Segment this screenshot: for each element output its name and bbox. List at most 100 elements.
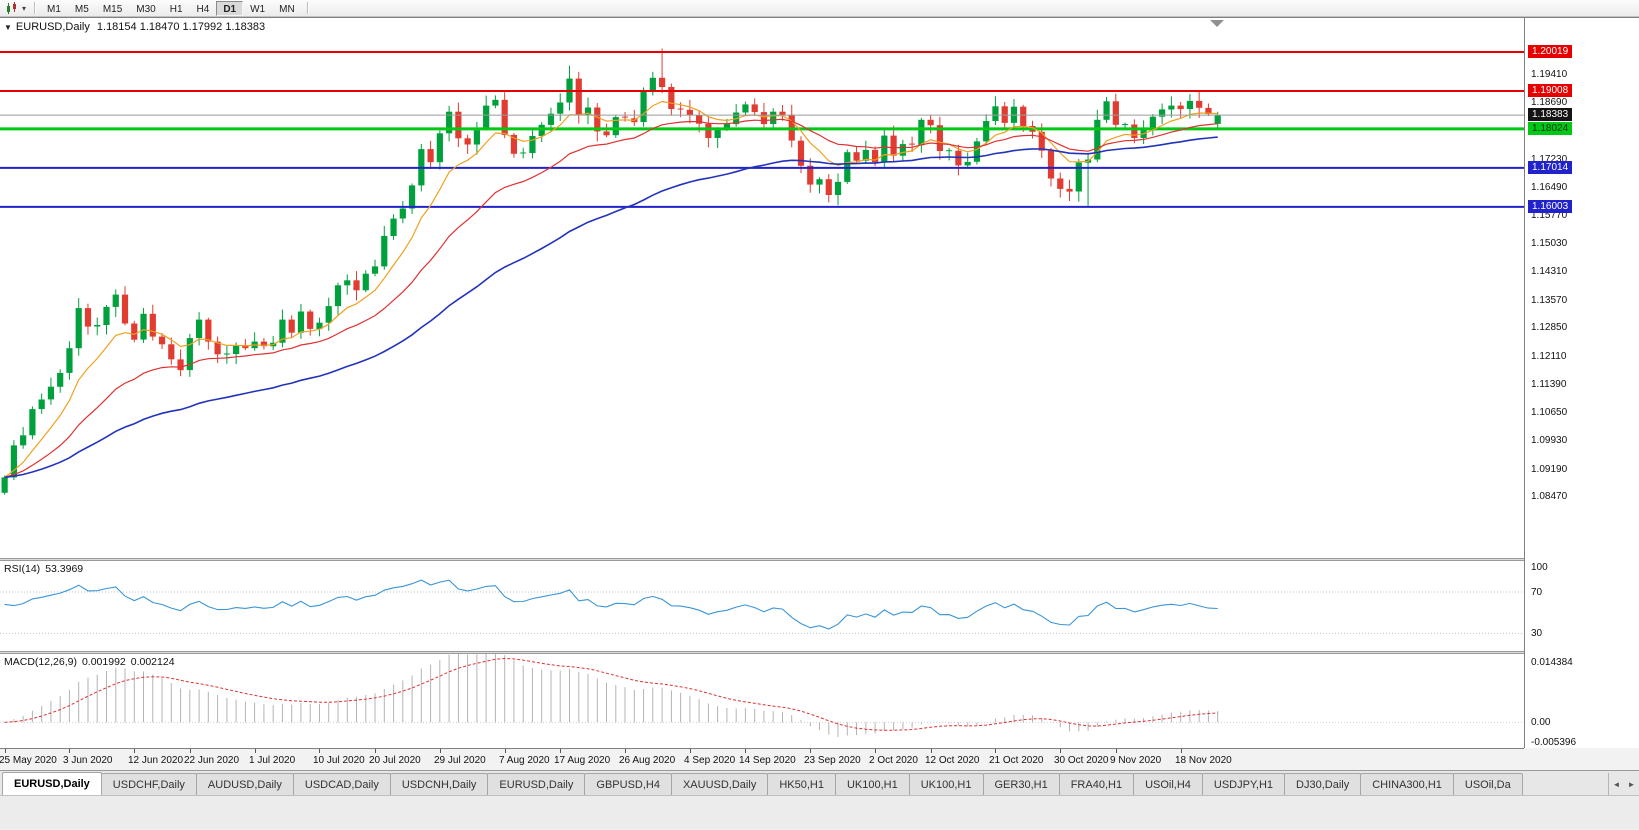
macd-name: MACD(12,26,9) xyxy=(4,656,77,668)
tab-scroll-right-icon[interactable]: ► xyxy=(1627,779,1636,789)
time-axis-tick xyxy=(255,749,256,753)
chart-tab-11[interactable]: GER30,H1 xyxy=(982,773,1060,795)
timeframe-toolbar: ▾ M1 M5 M15 M30 H1 H4 D1 W1 MN xyxy=(0,0,1639,17)
timeframe-button-m15[interactable]: M15 xyxy=(102,3,123,15)
chart-tab-6[interactable]: GBPUSD,H4 xyxy=(584,773,672,795)
price-scale-label: 1.11390 xyxy=(1531,379,1567,390)
chart-tab-13[interactable]: USOil,H4 xyxy=(1133,773,1203,795)
price-scale-label: 1.19410 xyxy=(1531,69,1568,80)
candlestick-glyph xyxy=(6,1,16,14)
chart-shift-icon[interactable] xyxy=(1210,20,1224,27)
status-bar xyxy=(0,795,1639,829)
chart-type-icon[interactable] xyxy=(3,1,19,16)
time-axis-tick xyxy=(440,749,441,753)
time-axis-tick xyxy=(1116,749,1117,753)
price-scale-label: 1.13570 xyxy=(1531,295,1568,306)
timeframe-button-m1[interactable]: M1 xyxy=(47,3,61,15)
time-axis-tick xyxy=(810,749,811,753)
time-axis-tick xyxy=(1060,749,1061,753)
chart-tab-5[interactable]: EURUSD,Daily xyxy=(487,773,586,795)
time-axis-tick xyxy=(1181,749,1182,753)
main-price-panel[interactable]: ▼ EURUSD,Daily 1.18154 1.18470 1.17992 1.1… xyxy=(0,17,1524,558)
price-scale-label: 1.16490 xyxy=(1531,182,1568,193)
chart-tab-14[interactable]: USDJPY,H1 xyxy=(1201,773,1286,795)
rsi-canvas[interactable] xyxy=(0,561,1524,651)
chart-tab-10[interactable]: UK100,H1 xyxy=(908,773,984,795)
rsi-value: 53.3969 xyxy=(45,563,84,575)
time-axis-tick xyxy=(375,749,376,753)
time-axis-tick xyxy=(505,749,506,753)
chart-tab-4[interactable]: USDCNH,Daily xyxy=(389,773,489,795)
chart-tab-3[interactable]: USDCAD,Daily xyxy=(292,773,391,795)
chart-type-dropdown-icon[interactable]: ▾ xyxy=(21,3,26,13)
time-axis-label: 14 Sep 2020 xyxy=(739,755,796,766)
time-axis-label: 23 Sep 2020 xyxy=(804,755,861,766)
chart-tab-2[interactable]: AUDUSD,Daily xyxy=(195,773,294,795)
price-scale-label: 1.12850 xyxy=(1531,322,1568,333)
time-axis-label: 1 Jul 2020 xyxy=(249,755,296,766)
rsi-name: RSI(14) xyxy=(4,563,41,575)
chart-title: ▼ EURUSD,Daily 1.18154 1.18470 1.17992 1.1… xyxy=(4,21,265,33)
time-axis[interactable]: 25 May 2020 3 Jun 2020 12 Jun 2020 22 Jun 2… xyxy=(0,748,1524,770)
chart-tab-12[interactable]: FRA40,H1 xyxy=(1058,773,1135,795)
time-axis-label: 30 Oct 2020 xyxy=(1054,755,1109,766)
time-axis-label: 26 Aug 2020 xyxy=(619,755,676,766)
price-scale-label: 1.15030 xyxy=(1531,238,1568,249)
price-level-badge: 1.20019 xyxy=(1528,45,1573,58)
chart-tab-7[interactable]: XAUUSD,Daily xyxy=(670,773,769,795)
macd-panel[interactable]: MACD(12,26,9) 0.001992 0.002124 xyxy=(0,654,1524,748)
time-axis-label: 10 Jul 2020 xyxy=(313,755,365,766)
price-scale-label: 1.14310 xyxy=(1531,266,1568,277)
price-scale-label: 1.15770 xyxy=(1531,210,1568,221)
panel-splitter[interactable] xyxy=(0,651,1524,654)
time-axis-label: 20 Jul 2020 xyxy=(369,755,421,766)
chart-tab-17[interactable]: USOil,Da xyxy=(1452,773,1523,795)
chart-area: ▼ EURUSD,Daily 1.18154 1.18470 1.17992 1.1… xyxy=(0,17,1639,770)
time-axis-tick xyxy=(69,749,70,753)
chart-symbol-period: EURUSD,Daily xyxy=(15,21,90,33)
price-level-badge: 1.17014 xyxy=(1528,161,1573,174)
timeframe-button-h4[interactable]: H4 xyxy=(196,3,210,15)
chart-tab-8[interactable]: HK50,H1 xyxy=(767,773,836,795)
time-axis-tick xyxy=(190,749,191,753)
timeframe-button-d1[interactable]: D1 xyxy=(216,0,244,16)
price-level-badge: 1.19008 xyxy=(1528,84,1573,97)
chart-tab-9[interactable]: UK100,H1 xyxy=(834,773,910,795)
chart-tab-1[interactable]: USDCHF,Daily xyxy=(100,773,197,795)
time-axis-label: 21 Oct 2020 xyxy=(989,755,1044,766)
macd-signal-line xyxy=(4,657,1218,731)
tab-scroll-left-icon[interactable]: ◄ xyxy=(1612,779,1621,789)
timeframe-buttons: M1 M5 M15 M30 H1 H4 D1 W1 MN xyxy=(40,0,302,16)
timeframe-button-m5[interactable]: M5 xyxy=(74,3,89,15)
chart-tab-15[interactable]: DJ30,Daily xyxy=(1284,773,1362,795)
chart-tab-16[interactable]: CHINA300,H1 xyxy=(1360,773,1454,795)
macd-scale-label: 0.00 xyxy=(1531,717,1551,728)
time-axis-label: 7 Aug 2020 xyxy=(499,755,550,766)
time-axis-label: 17 Aug 2020 xyxy=(554,755,611,766)
timeframe-button-w1[interactable]: W1 xyxy=(250,3,266,15)
price-chart-canvas[interactable] xyxy=(0,18,1524,558)
timeframe-button-m30[interactable]: M30 xyxy=(136,3,156,15)
tab-scroll-arrows: ◄ ► xyxy=(1608,773,1639,795)
time-axis-label: 9 Nov 2020 xyxy=(1110,755,1162,766)
timeframe-button-h1[interactable]: H1 xyxy=(169,3,183,15)
rsi-panel[interactable]: RSI(14) 53.3969 xyxy=(0,561,1524,651)
chart-ohlc-values: 1.18154 1.18470 1.17992 1.18383 xyxy=(96,21,266,33)
moving-average-line-2 xyxy=(4,136,1218,479)
panel-splitter[interactable] xyxy=(0,558,1524,561)
macd-canvas[interactable] xyxy=(0,654,1524,748)
price-scale[interactable]: 1.19410 1.18690 1.17230 1.16490 1.15770 1.150… xyxy=(1524,17,1639,748)
collapse-arrow-icon[interactable]: ▼ xyxy=(4,23,12,32)
macd-main-value: 0.001992 xyxy=(81,656,126,668)
time-axis-tick xyxy=(875,749,876,753)
moving-average-line-1 xyxy=(4,118,1218,478)
chart-plots: ▼ EURUSD,Daily 1.18154 1.18470 1.17992 1.1… xyxy=(0,17,1524,770)
macd-signal-value: 0.002124 xyxy=(130,656,175,668)
price-scale-label: 1.12110 xyxy=(1531,351,1567,362)
time-axis-label: 29 Jul 2020 xyxy=(434,755,486,766)
price-scale-label: 1.08470 xyxy=(1531,491,1568,502)
chart-tab-0[interactable]: EURUSD,Daily xyxy=(2,772,102,795)
timeframe-button-mn[interactable]: MN xyxy=(279,3,295,15)
price-scale-label: 1.18690 xyxy=(1531,97,1568,108)
